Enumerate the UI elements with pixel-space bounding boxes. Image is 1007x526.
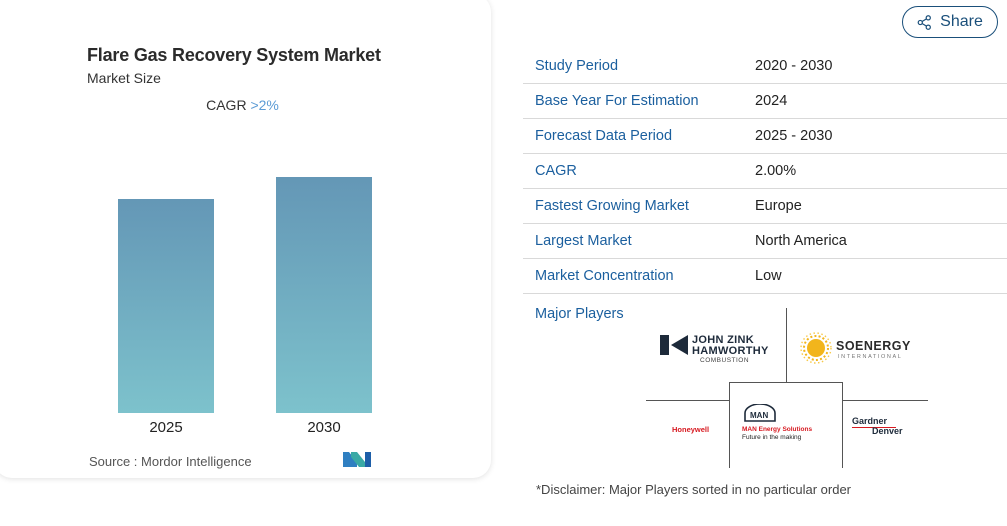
major-players-grid: JOHN ZINK HAMWORTHY COMBUSTION SOENERGY … (646, 308, 928, 468)
x-tick-label: 2030 (307, 419, 341, 436)
cagr-annotation: CAGR >2% (0, 97, 491, 113)
man-energy-logo: MAN MAN Energy Solutions Future in the m… (736, 404, 836, 444)
info-key: CAGR (535, 163, 577, 179)
chart-title: Flare Gas Recovery System Market (87, 45, 381, 65)
share-button[interactable]: Share (902, 6, 998, 38)
share-icon (917, 14, 932, 30)
info-row-concentration: Market Concentration Low (523, 259, 1007, 294)
info-row-largest-market: Largest Market North America (523, 224, 1007, 259)
soenergy-sub: INTERNATIONAL (838, 354, 903, 360)
john-zink-hamworthy-logo: JOHN ZINK HAMWORTHY COMBUSTION (660, 334, 780, 369)
info-value: North America (755, 233, 847, 249)
info-value: 2020 - 2030 (755, 58, 833, 74)
soenergy-name: SOENERGY (836, 339, 911, 353)
info-row-study-period: Study Period 2020 - 2030 (523, 49, 1007, 84)
divider (786, 308, 787, 382)
bar-2025 (118, 199, 214, 413)
share-label: Share (940, 13, 983, 30)
x-tick-label: 2025 (149, 419, 183, 436)
cagr-label: CAGR (206, 97, 251, 113)
honeywell-logo: Honeywell (672, 425, 710, 434)
gardner-denver-logo: Gardner Denver (852, 416, 922, 438)
info-row-base-year: Base Year For Estimation 2024 (523, 84, 1007, 119)
divider (646, 400, 729, 401)
player-cell-man (729, 382, 843, 468)
info-row-cagr: CAGR 2.00% (523, 154, 1007, 189)
john-zink-line3: COMBUSTION (700, 357, 750, 364)
mordor-intelligence-logo (343, 452, 371, 467)
man-logo-text: MAN (750, 411, 769, 420)
info-key: Forecast Data Period (535, 128, 673, 144)
bar-chart: 2025 2030 (0, 0, 491, 478)
info-value: 2.00% (755, 163, 797, 179)
info-value: 2024 (755, 93, 788, 109)
disclaimer: *Disclaimer: Major Players sorted in no … (536, 482, 852, 497)
gardner-rule (852, 427, 896, 428)
info-row-forecast-period: Forecast Data Period 2025 - 2030 (523, 119, 1007, 154)
major-players-label: Major Players (535, 306, 624, 322)
man-mark-icon (744, 404, 776, 422)
sun-icon (800, 332, 832, 364)
info-key: Largest Market (535, 233, 632, 249)
info-value: Europe (755, 198, 802, 214)
source-note: Source : Mordor Intelligence (89, 454, 252, 469)
john-zink-line2: HAMWORTHY (692, 345, 769, 357)
info-value: Low (755, 268, 782, 284)
chart-subtitle: Market Size (87, 70, 161, 86)
info-key: Base Year For Estimation (535, 93, 699, 109)
man-line1: MAN Energy Solutions (742, 426, 813, 433)
john-zink-line1: JOHN ZINK (692, 334, 754, 346)
man-line2: Future in the making (742, 434, 802, 441)
market-size-card: Flare Gas Recovery System Market Market … (0, 0, 491, 478)
info-key: Fastest Growing Market (535, 198, 689, 214)
info-value: 2025 - 2030 (755, 128, 833, 144)
bar-2030 (276, 177, 372, 413)
soenergy-logo: SOENERGY INTERNATIONAL (800, 332, 924, 364)
gardner-line1: Gardner (852, 416, 888, 426)
divider (843, 400, 928, 401)
info-key: Market Concentration (535, 268, 674, 284)
cagr-value: >2% (250, 97, 279, 113)
market-info-table: Study Period 2020 - 2030 Base Year For E… (523, 49, 1007, 294)
john-zink-mark-icon (660, 335, 688, 355)
gardner-line2: Denver (872, 426, 903, 436)
info-row-fastest-growing: Fastest Growing Market Europe (523, 189, 1007, 224)
info-key: Study Period (535, 58, 619, 74)
